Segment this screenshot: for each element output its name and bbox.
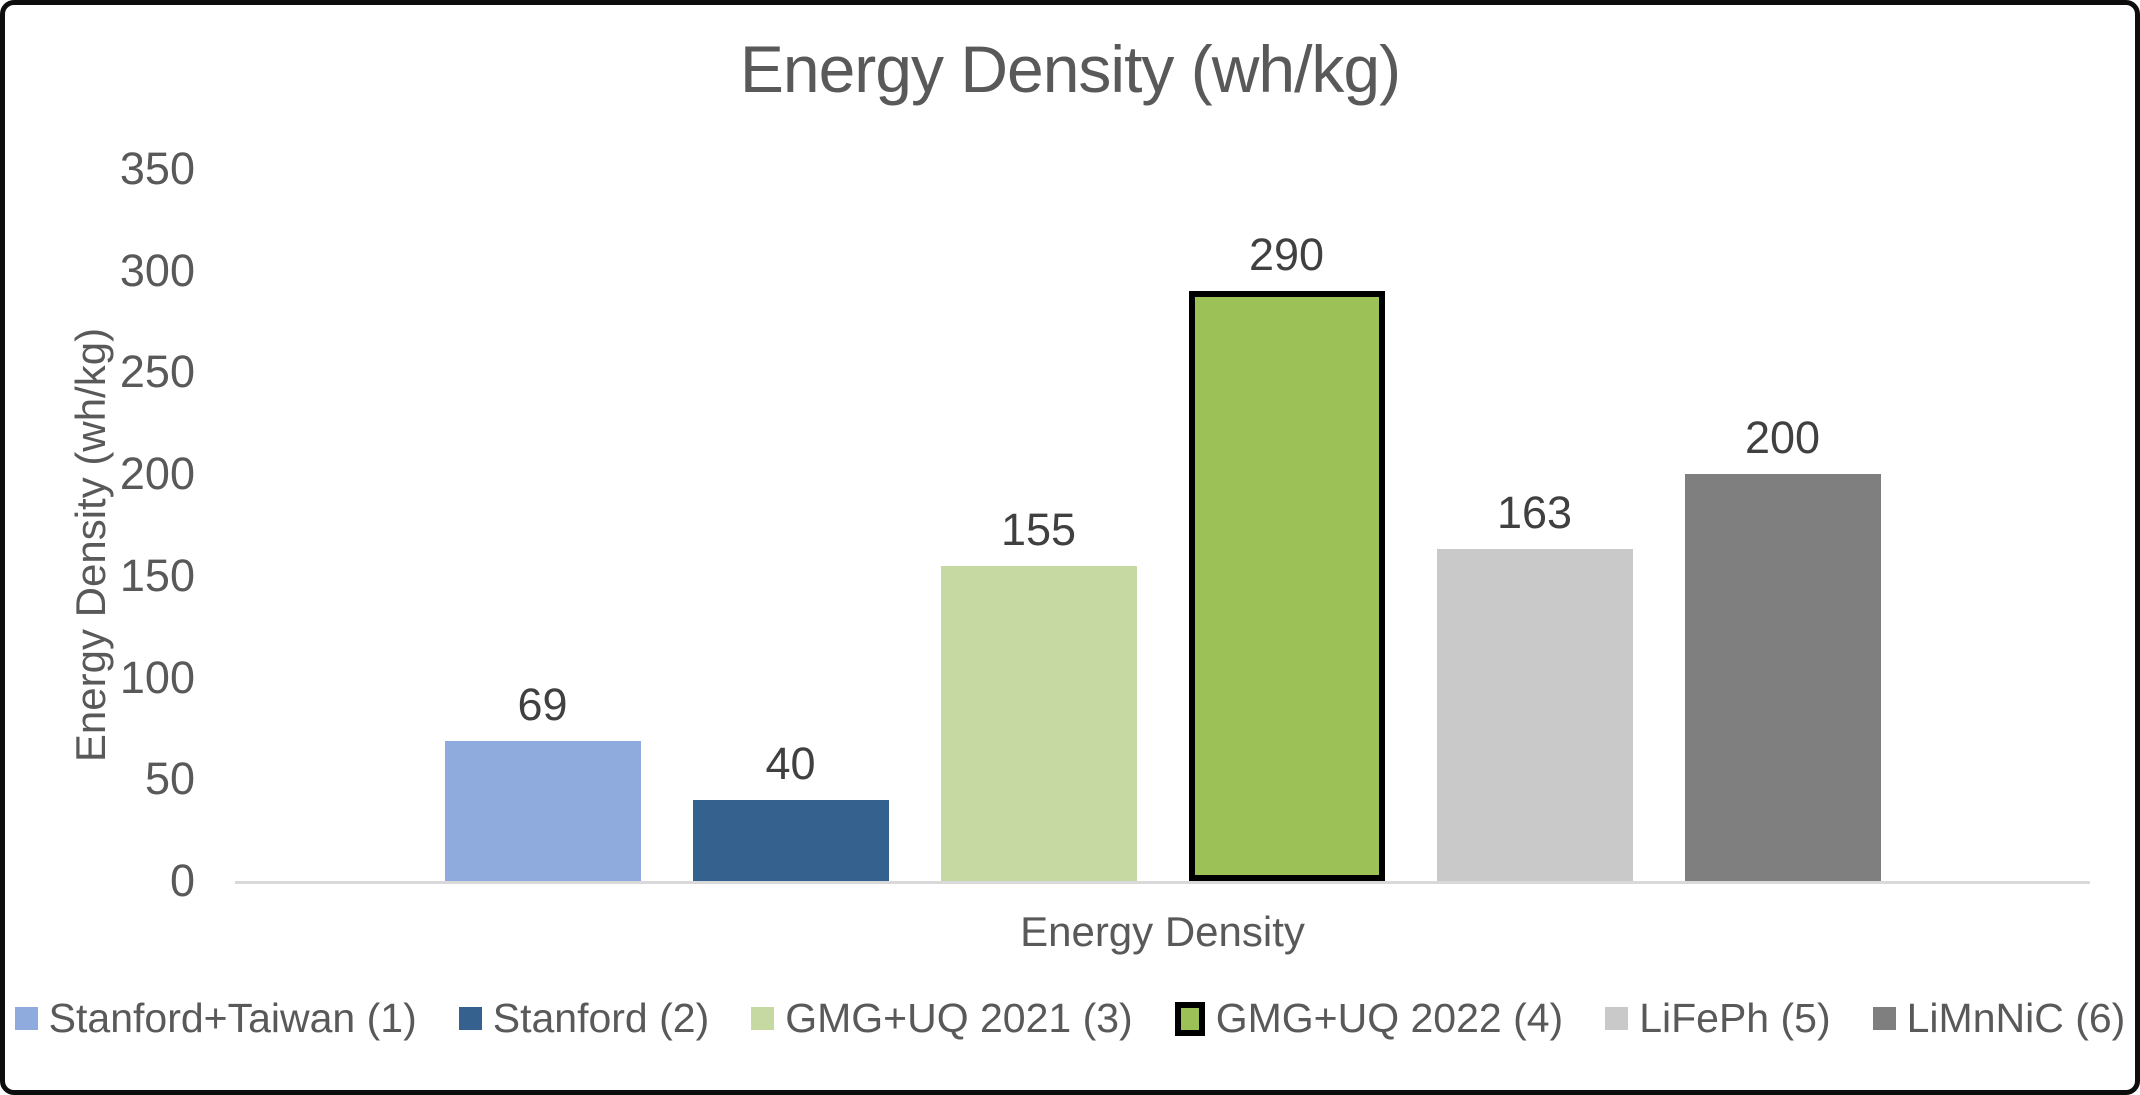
- x-axis-title: Energy Density: [1020, 908, 1305, 955]
- bar-group: 69: [444, 678, 641, 881]
- legend-swatch-icon: [458, 1007, 482, 1030]
- bar-value-label: 69: [517, 678, 568, 730]
- y-tick-label: 200: [119, 448, 195, 500]
- legend-item: GMG+UQ 2021 (3): [751, 995, 1133, 1042]
- legend-label: Stanford (2): [492, 995, 710, 1041]
- legend-swatch-icon: [751, 1007, 775, 1030]
- legend-label: Stanford+Taiwan (1): [48, 995, 417, 1041]
- legend-item: Stanford (2): [458, 995, 710, 1042]
- y-tick-label: 300: [119, 244, 195, 296]
- bar-group: 290: [1188, 229, 1385, 881]
- legend-label: GMG+UQ 2021 (3): [785, 995, 1133, 1041]
- y-tick-label: 0: [169, 855, 195, 906]
- chart-title: Energy Density (wh/kg): [739, 32, 1401, 106]
- bar-group: 155: [940, 503, 1137, 881]
- bar-value-label: 163: [1496, 487, 1573, 539]
- legend-swatch-icon: [14, 1007, 38, 1030]
- bar: [1436, 549, 1633, 881]
- bar: [1188, 291, 1385, 881]
- y-tick-label: 100: [119, 651, 195, 703]
- legend-item: LiMnNiC (6): [1872, 995, 2126, 1042]
- bar: [692, 799, 889, 881]
- legend-label: LiFePh (5): [1639, 995, 1831, 1041]
- bar-group: 200: [1684, 412, 1881, 881]
- x-axis-line: [235, 881, 2090, 884]
- y-tick-label: 250: [119, 346, 195, 398]
- bar-value-label: 155: [1000, 503, 1077, 555]
- bar-group: 40: [692, 737, 889, 881]
- bar: [1684, 474, 1881, 881]
- bar-value-label: 40: [765, 737, 816, 789]
- bar-group: 163: [1436, 487, 1633, 881]
- bar-value-label: 200: [1744, 412, 1821, 464]
- bar: [444, 740, 641, 881]
- y-tick-label: 350: [119, 143, 195, 194]
- legend-item: LiFePh (5): [1605, 995, 1831, 1042]
- legend-swatch-icon: [1605, 1007, 1629, 1030]
- legend-label: LiMnNiC (6): [1906, 995, 2126, 1041]
- legend: Stanford+Taiwan (1) Stanford (2) GMG+UQ 20…: [5, 995, 2135, 1042]
- legend-swatch-icon: [1174, 1001, 1205, 1036]
- y-tick-label: 50: [144, 753, 195, 805]
- y-tick-label: 150: [119, 549, 195, 601]
- legend-label: GMG+UQ 2022 (4): [1215, 995, 1564, 1041]
- bar-value-label: 290: [1248, 229, 1325, 281]
- legend-item: GMG+UQ 2022 (4): [1174, 995, 1564, 1042]
- bar: [940, 565, 1137, 881]
- plot-area: 69 40 155 290 163 200: [235, 169, 2090, 881]
- legend-item: Stanford+Taiwan (1): [14, 995, 417, 1042]
- legend-swatch-icon: [1872, 1007, 1896, 1030]
